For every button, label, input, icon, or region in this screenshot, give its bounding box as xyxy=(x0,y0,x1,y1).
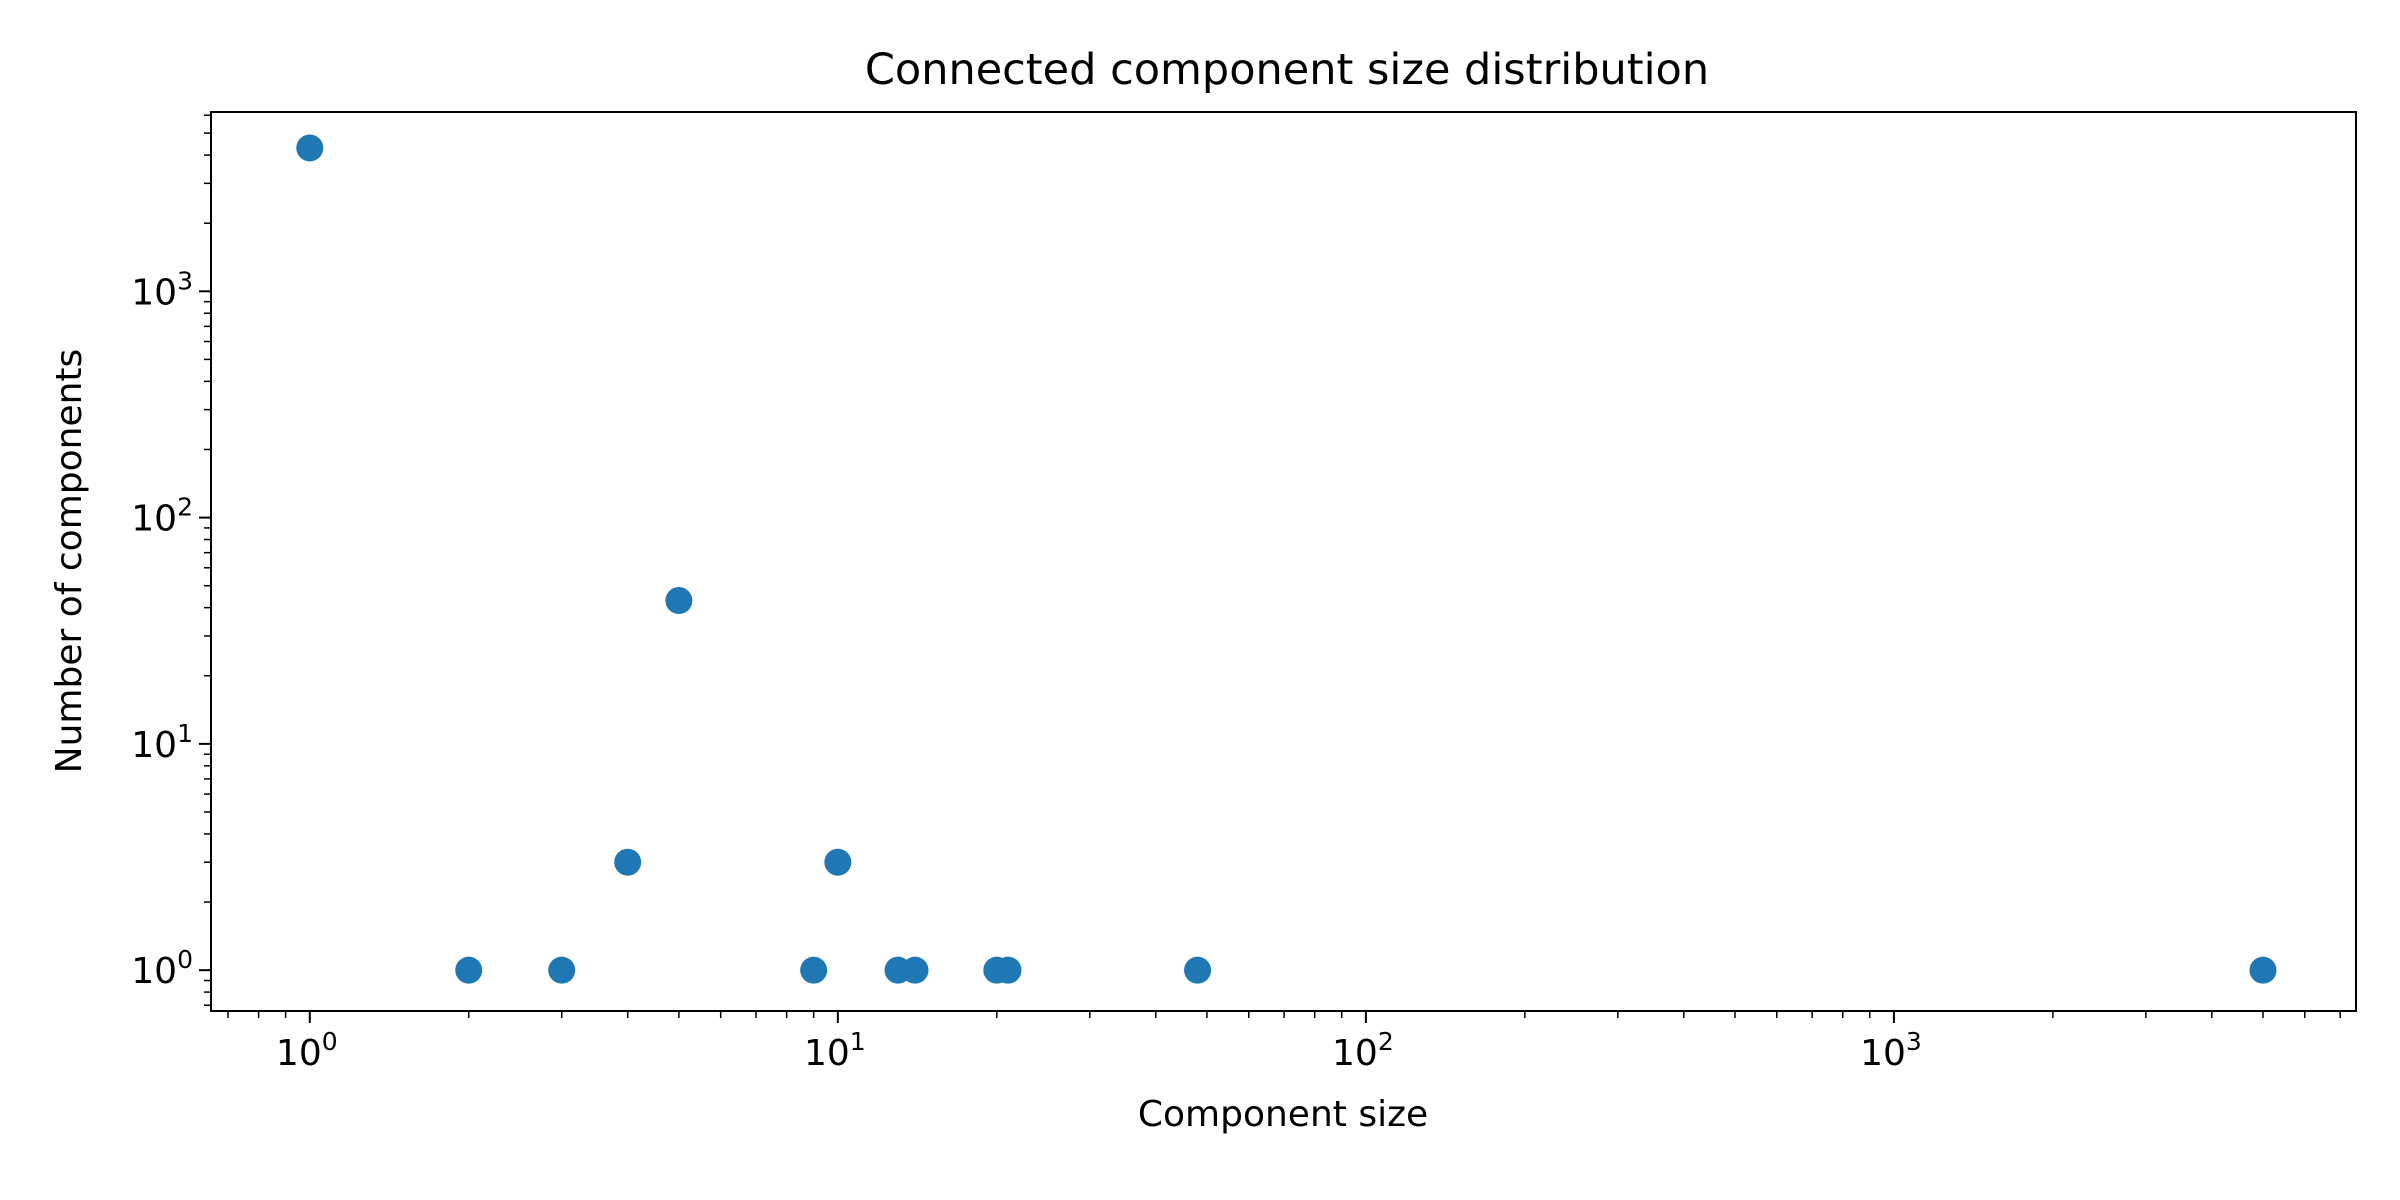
y-tick-label: 101 xyxy=(131,719,193,766)
y-axis-label: Number of components xyxy=(49,349,90,774)
data-point xyxy=(2249,956,2277,984)
minor-ticks xyxy=(204,114,2341,1018)
data-point xyxy=(824,848,852,876)
data-point xyxy=(455,956,483,984)
major-ticks xyxy=(199,290,1895,1023)
chart-title: Connected component size distribution xyxy=(865,45,1709,95)
data-point xyxy=(901,956,929,984)
data-point xyxy=(665,587,693,615)
data-point xyxy=(800,956,828,984)
data-point xyxy=(1184,956,1212,984)
y-tick-label: 103 xyxy=(131,266,193,313)
data-point xyxy=(614,848,642,876)
x-tick-label: 101 xyxy=(804,1027,866,1074)
x-axis-label: Component size xyxy=(1138,1094,1428,1135)
data-points xyxy=(296,134,2277,984)
y-tick-labels: 100 101 102 103 xyxy=(131,266,193,992)
y-tick-label: 102 xyxy=(131,493,193,540)
x-tick-label: 100 xyxy=(276,1027,338,1074)
data-point xyxy=(548,956,576,984)
plot-frame xyxy=(210,111,2357,1012)
y-tick-label: 100 xyxy=(131,945,193,992)
x-tick-label: 102 xyxy=(1332,1027,1394,1074)
data-point xyxy=(296,134,324,162)
data-point xyxy=(994,956,1022,984)
x-tick-label: 103 xyxy=(1860,1027,1922,1074)
x-tick-labels: 100 101 102 103 xyxy=(276,1027,1922,1074)
